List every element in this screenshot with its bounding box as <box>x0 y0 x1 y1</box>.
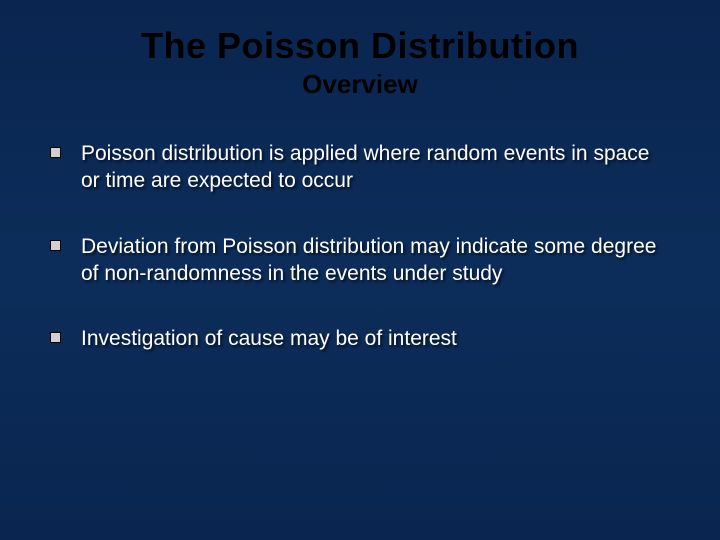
list-item: Poisson distribution is applied where ra… <box>50 140 660 195</box>
bullet-square-icon <box>50 147 61 158</box>
slide-container: The Poisson Distribution Overview Poisso… <box>0 0 720 540</box>
bullet-text: Deviation from Poisson distribution may … <box>81 233 660 288</box>
list-item: Investigation of cause may be of interes… <box>50 325 660 352</box>
bullet-text: Investigation of cause may be of interes… <box>81 325 457 352</box>
slide-title: The Poisson Distribution <box>40 25 680 67</box>
bullet-square-icon <box>50 332 61 343</box>
slide-subtitle: Overview <box>40 69 680 100</box>
slide-content: Poisson distribution is applied where ra… <box>40 140 680 352</box>
list-item: Deviation from Poisson distribution may … <box>50 233 660 288</box>
bullet-square-icon <box>50 240 61 251</box>
bullet-text: Poisson distribution is applied where ra… <box>81 140 660 195</box>
